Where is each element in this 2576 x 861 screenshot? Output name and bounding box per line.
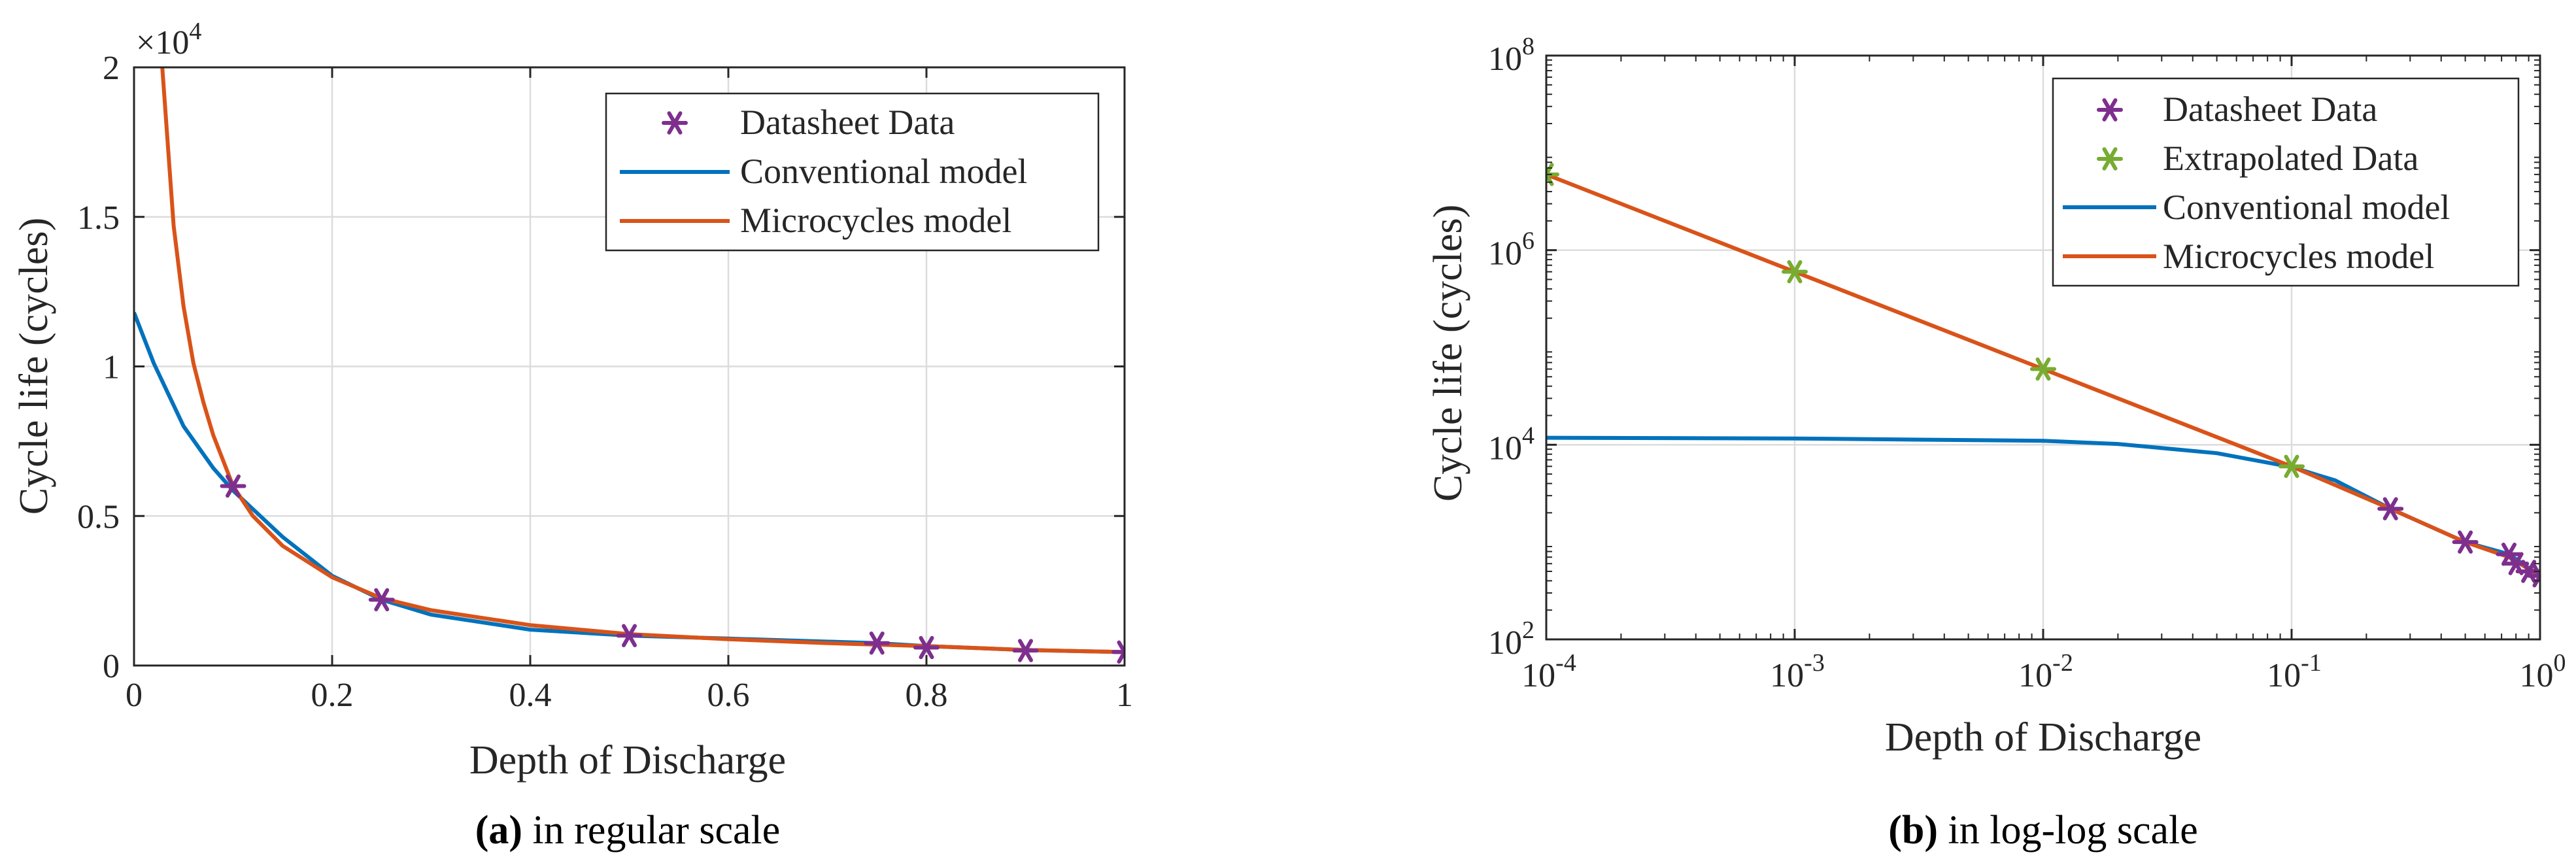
- chart-b-legend: Datasheet Data Extrapolated Data Convent…: [2052, 77, 2520, 287]
- chart-a-legend-star: [662, 111, 688, 135]
- chart-a-x-tick-label: 0.6: [707, 677, 750, 714]
- chart-a-ticks: 0 0.2 0.4 0.6 0.8 1 0 0.5 1 1.5 2: [77, 50, 1133, 714]
- chart-a-y-tick-label: 0: [103, 648, 120, 685]
- chart-a-legend: Datasheet Data Conventional model Microc…: [605, 92, 1100, 252]
- chart-b-x-tick-label: 10-4: [1521, 649, 1576, 694]
- chart-a-x-tick-label: 0: [126, 677, 143, 714]
- chart-b-series-layer: [1546, 163, 2540, 588]
- chart-a-y-tick-label: 1.5: [77, 199, 120, 237]
- chart-a-datasheet-point: [368, 588, 395, 612]
- chart-b-caption: (b) in log-log scale: [1888, 808, 2198, 853]
- chart-a-x-tick-label: 0.2: [311, 677, 354, 714]
- chart-a-datasheet-point: [220, 474, 246, 498]
- chart-b-extrapolated-point: [1782, 260, 1808, 284]
- chart-b-legend-star-datasheet: [2097, 98, 2123, 122]
- chart-b-x-tick-label: 10-3: [1770, 649, 1825, 694]
- chart-b-y-tick-label: 108: [1488, 33, 1534, 78]
- chart-a-caption: (a) in regular scale: [475, 808, 781, 853]
- chart-a-line-microcycles-model: [160, 67, 1125, 654]
- chart-b-datasheet-point: [2527, 564, 2540, 588]
- chart-a-datasheet-point: [1111, 640, 1125, 664]
- chart-b-y-tick-label: 102: [1488, 616, 1534, 662]
- chart-b-x-tick-label: 10-1: [2267, 649, 2322, 694]
- chart-a-datasheet-point: [913, 635, 940, 660]
- chart-b-legend-star-extrapolated: [2097, 147, 2123, 171]
- chart-a-y-tick-label: 0.5: [77, 498, 120, 535]
- chart-b-x-axis-label: Depth of Discharge: [1885, 715, 2201, 760]
- chart-b-legend-marker-datasheet: [2097, 98, 2123, 122]
- chart-a-x-tick-label: 1: [1116, 677, 1133, 714]
- chart-a-x-tick-label: 0.4: [509, 677, 552, 714]
- chart-a-y-axis-label: Cycle life (cycles): [12, 218, 56, 515]
- chart-a-x-tick-label: 0.8: [906, 677, 948, 714]
- chart-b-legend-label-extrapolated: Extrapolated Data: [2163, 139, 2418, 178]
- chart-a-series-layer: [134, 67, 1125, 664]
- chart-a-legend-label-datasheet: Datasheet Data: [740, 103, 955, 142]
- chart-b-legend-box: [2052, 77, 2520, 287]
- chart-a-legend-label-conventional: Conventional model: [740, 152, 1027, 191]
- chart-a-y-tick-label: 1: [103, 349, 120, 386]
- chart-b-legend-label-microcycles: Microcycles model: [2163, 237, 2434, 276]
- chart-b-y-tick-label: 104: [1488, 422, 1534, 467]
- chart-b-x-tick-label: 10-2: [2018, 649, 2073, 694]
- chart-a-x-axis-label: Depth of Discharge: [469, 738, 786, 783]
- chart-b-datasheet-point: [2452, 530, 2479, 554]
- chart-a-datasheet-point: [616, 624, 643, 647]
- chart-b-legend-label-datasheet: Datasheet Data: [2163, 90, 2377, 129]
- chart-a: 0 0.2 0.4 0.6 0.8 1 0 0.5 1 1.5 2 ×104 Depth of Di…: [12, 18, 1133, 853]
- chart-b-y-tick-label: 106: [1488, 228, 1534, 273]
- chart-b-legend-marker-extrapolated: [2097, 147, 2123, 171]
- chart-b-y-axis-label: Cycle life (cycles): [1426, 205, 1470, 501]
- chart-b-legend-label-conventional: Conventional model: [2163, 188, 2450, 227]
- chart-a-legend-label-microcycles: Microcycles model: [740, 201, 1011, 240]
- chart-a-legend-marker-datasheet: [662, 111, 688, 135]
- chart-b: 10-4 10-3 10-2 10-1 100 102 104 106 108 Depth of…: [1426, 33, 2566, 853]
- chart-a-y-tick-label: 2: [103, 50, 120, 87]
- chart-b-extrapolated-point: [2279, 454, 2305, 479]
- chart-a-datasheet-point: [1012, 639, 1039, 662]
- chart-b-x-tick-label: 100: [2520, 649, 2566, 694]
- chart-b-datasheet-point: [2377, 497, 2404, 520]
- chart-b-extrapolated-point: [2030, 357, 2056, 381]
- chart-b-ticks: 10-4 10-3 10-2 10-1 100 102 104 106 108: [1488, 33, 2566, 694]
- chart-a-y-multiplier: ×104: [136, 18, 201, 61]
- chart-a-datasheet-point: [864, 631, 890, 655]
